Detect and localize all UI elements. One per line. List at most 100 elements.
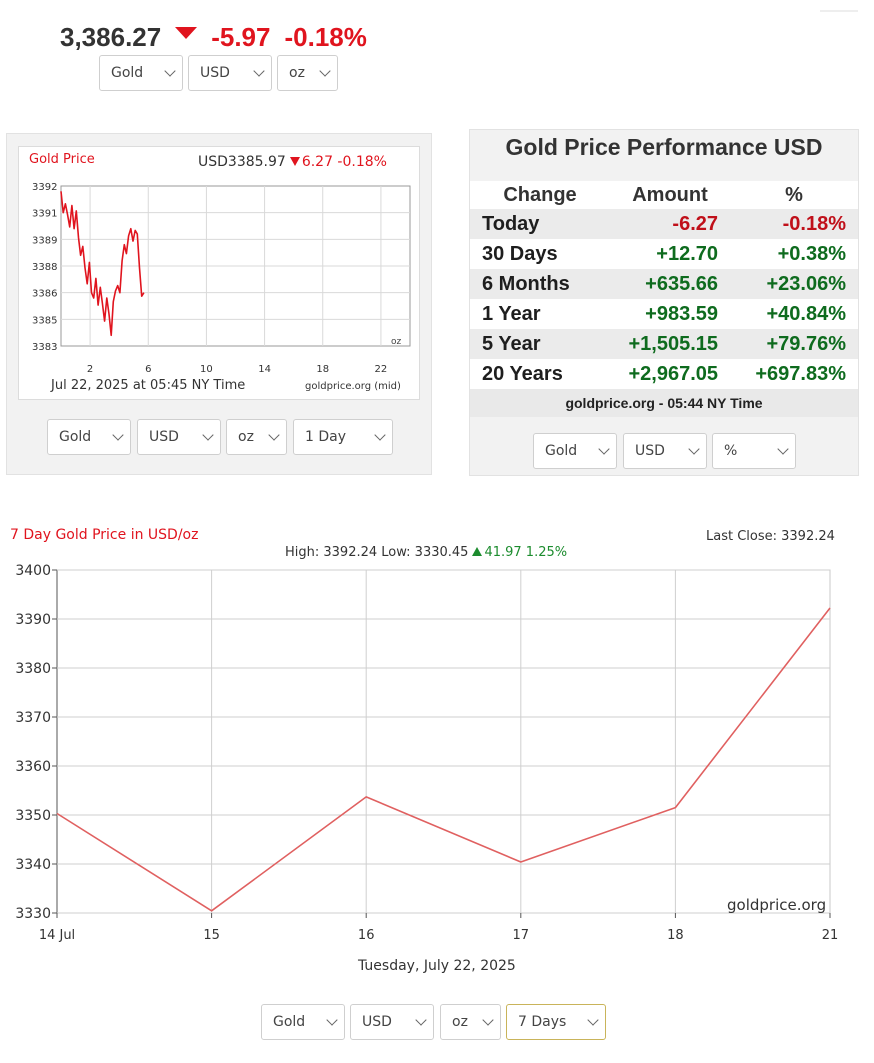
seven-day-metal-select[interactable]: Gold: [261, 1004, 345, 1040]
x-tick-label: 15: [203, 928, 220, 943]
y-tick-label: 3340: [15, 857, 51, 873]
chevron-down-icon: [112, 429, 124, 441]
y-tick-label: 3391: [32, 209, 57, 220]
intraday-date-label: Jul 22, 2025 at 05:45 NY Time: [50, 378, 245, 393]
x-tick-label: 21: [822, 928, 839, 943]
last-close-label: Last Close: 3392.24: [706, 529, 835, 544]
percent-cell: -0.18%: [730, 209, 858, 239]
percent-cell: +697.83%: [730, 359, 858, 389]
seven-day-change: 41.97 1.25%: [484, 545, 568, 560]
y-tick-label: 3392: [32, 182, 57, 193]
y-tick-label: 3370: [15, 710, 51, 726]
chevron-down-icon: [374, 429, 386, 441]
intraday-metal-select[interactable]: Gold: [47, 419, 131, 455]
select-value: USD: [200, 65, 230, 81]
table-row: 30 Days +12.70 +0.38%: [470, 239, 858, 269]
high-low-text: High: 3392.24 Low: 3330.45: [285, 545, 469, 560]
top-metal-select[interactable]: Gold: [99, 55, 183, 91]
period-cell: 6 Months: [470, 269, 610, 299]
x-tick-label: 16: [358, 928, 375, 943]
table-header-row: Change Amount %: [470, 181, 858, 209]
period-cell: 20 Years: [470, 359, 610, 389]
select-value: %: [724, 443, 738, 459]
intraday-quote-price: USD3385.97: [198, 154, 286, 170]
x-tick-label: 17: [513, 928, 530, 943]
top-unit-select[interactable]: oz: [277, 55, 338, 91]
select-value: oz: [452, 1014, 468, 1030]
period-cell: 1 Year: [470, 299, 610, 329]
seven-day-x-ticks: 14 Jul 15 16 17 18 21: [39, 928, 838, 943]
chevron-down-icon: [326, 1014, 338, 1026]
seven-day-grid: [52, 569, 831, 918]
x-tick-label: 14: [258, 364, 271, 375]
intraday-quote-change: 6.27 -0.18%: [301, 154, 387, 170]
y-tick-label: 3360: [15, 759, 51, 775]
intraday-range-select[interactable]: 1 Day: [293, 419, 393, 455]
table-row: 20 Years +2,967.05 +697.83%: [470, 359, 858, 389]
current-price: 3,386.27: [60, 21, 162, 52]
performance-table: Change Amount % Today -6.27 -0.18% 30 Days +…: [470, 181, 858, 389]
table-row: 1 Year +983.59 +40.84%: [470, 299, 858, 329]
intraday-currency-select[interactable]: USD: [137, 419, 221, 455]
seven-day-currency-select[interactable]: USD: [350, 1004, 434, 1040]
period-cell: Today: [470, 209, 610, 239]
amount-cell: +635.66: [610, 269, 730, 299]
intraday-quote: USD3385.97 6.27 -0.18%: [198, 154, 387, 170]
seven-day-y-ticks: 3330 3340 3350 3360 3370 3380 3390 3400: [15, 563, 51, 922]
x-tick-label: 18: [667, 928, 684, 943]
performance-title: Gold Price Performance USD: [505, 134, 823, 160]
y-tick-label: 3385: [32, 315, 57, 326]
seven-day-date-label: Tuesday, July 22, 2025: [358, 958, 516, 974]
chevron-down-icon: [319, 65, 331, 77]
percent-cell: +79.76%: [730, 329, 858, 359]
intraday-unit-select[interactable]: oz: [226, 419, 287, 455]
select-value: 1 Day: [305, 429, 347, 445]
performance-footer: goldprice.org - 05:44 NY Time: [470, 389, 858, 417]
price-change-percent: -0.18%: [284, 21, 367, 52]
select-value: Gold: [111, 65, 144, 81]
intraday-grid: [60, 185, 411, 347]
performance-currency-select[interactable]: USD: [623, 433, 707, 469]
chevron-down-icon: [482, 1014, 494, 1026]
intraday-source-label: goldprice.org (mid): [305, 381, 401, 392]
divider: [820, 10, 858, 12]
select-value: USD: [362, 1014, 392, 1030]
down-arrow-icon: [175, 27, 198, 39]
price-ticker: 3,386.27 -5.97 -0.18%: [60, 20, 367, 54]
y-tick-label: 3330: [15, 906, 51, 922]
select-value: Gold: [545, 443, 578, 459]
seven-day-unit-select[interactable]: oz: [440, 1004, 501, 1040]
intraday-unit-label: oz: [391, 337, 402, 347]
select-value: USD: [635, 443, 665, 459]
amount-cell: +1,505.15: [610, 329, 730, 359]
y-tick-label: 3400: [15, 563, 51, 579]
amount-cell: +983.59: [610, 299, 730, 329]
select-value: oz: [238, 429, 254, 445]
chevron-down-icon: [202, 429, 214, 441]
y-tick-label: 3386: [32, 289, 57, 300]
performance-mode-select[interactable]: %: [712, 433, 796, 469]
chevron-down-icon: [598, 443, 610, 455]
y-tick-label: 3389: [32, 235, 57, 246]
amount-cell: +2,967.05: [610, 359, 730, 389]
chart-watermark: goldprice.org: [727, 896, 826, 914]
price-change: -5.97: [211, 21, 271, 52]
intraday-x-ticks: 2 6 10 14 18 22: [87, 364, 387, 375]
chevron-down-icon: [164, 65, 176, 77]
seven-day-range-select[interactable]: 7 Days: [506, 1004, 606, 1040]
select-value: 7 Days: [518, 1014, 567, 1030]
y-tick-label: 3388: [32, 262, 57, 273]
top-currency-select[interactable]: USD: [188, 55, 272, 91]
performance-metal-select[interactable]: Gold: [533, 433, 617, 469]
column-header-percent: %: [730, 181, 858, 209]
x-tick-label: 2: [87, 364, 93, 375]
x-tick-label: 14 Jul: [39, 928, 75, 943]
chevron-down-icon: [415, 1014, 427, 1026]
column-header-change: Change: [470, 181, 610, 209]
intraday-price-line: [60, 191, 145, 337]
select-value: oz: [289, 65, 305, 81]
select-value: Gold: [273, 1014, 306, 1030]
select-value: USD: [149, 429, 179, 445]
